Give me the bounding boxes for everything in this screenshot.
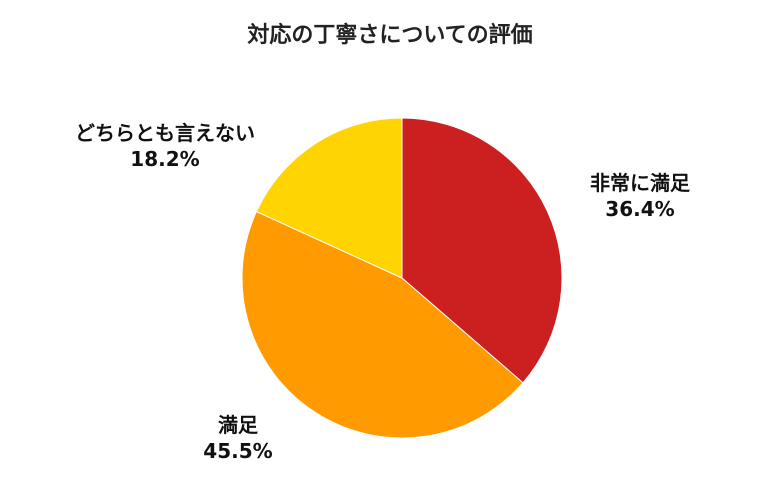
slice-label-0: 非常に満足 — [590, 171, 691, 195]
pie-slice-1 — [241, 210, 524, 439]
slice-label-1: 満足 — [218, 413, 259, 437]
pie-slice-0 — [401, 117, 563, 384]
pie-slices — [241, 117, 563, 439]
slice-value-0: 36.4% — [605, 197, 674, 221]
pie-slice-2 — [255, 117, 403, 279]
slice-value-1: 45.5% — [203, 439, 272, 463]
slice-label-2: どちらとも言えない — [75, 121, 255, 145]
slice-value-2: 18.2% — [130, 147, 199, 171]
chart-title: 対応の丁寧さについての評価 — [247, 22, 532, 48]
